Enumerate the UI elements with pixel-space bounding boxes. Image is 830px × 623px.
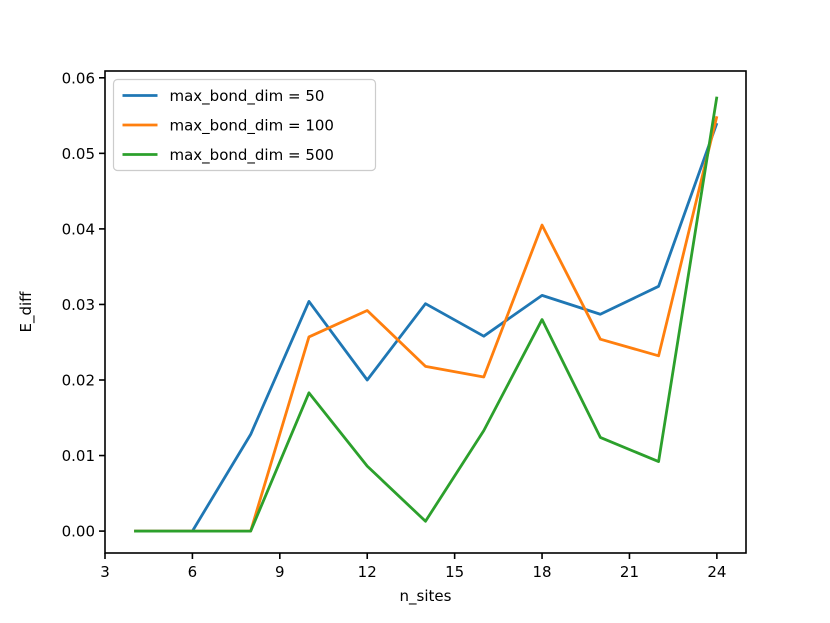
x-tick-label: 3 [100,563,110,581]
x-tick-label: 18 [532,563,551,581]
x-tick-label: 21 [620,563,639,581]
y-tick-label: 0.00 [62,523,95,541]
legend: max_bond_dim = 50 max_bond_dim = 100 max_b… [112,78,377,172]
y-tick-label: 0.01 [62,447,95,465]
y-axis-label: E_diff [17,291,36,333]
y-tick-label: 0.02 [62,371,95,389]
x-tick-label: 15 [445,563,464,581]
legend-item-label: max_bond_dim = 50 [170,87,325,106]
x-tick-label: 6 [188,563,198,581]
x-tick-label: 24 [707,563,726,581]
plot-frame [104,70,747,554]
y-tick-label: 0.06 [62,69,95,87]
plot-series-group [134,96,719,533]
x-tick-label: 9 [275,563,285,581]
legend-item-label: max_bond_dim = 100 [170,117,334,136]
y-tick-label: 0.03 [62,296,95,314]
x-tick-label: 12 [358,563,377,581]
x-axis-label: n_sites [400,587,452,606]
axes-group: 3 6 9 12 15 18 21 24 0.00 0.01 0.02 0.03 0.04 0.05 0.0… [62,69,747,581]
y-tick-label: 0.05 [62,145,95,163]
series-line-max-bond-dim-50 [134,122,719,533]
series-line-max-bond-dim-500 [134,96,719,533]
series-line-max-bond-dim-100 [134,115,719,533]
legend-item: max_bond_dim = 100 [122,117,334,136]
legend-item: max_bond_dim = 500 [122,146,334,165]
y-tick-label: 0.04 [62,220,95,238]
legend-item-label: max_bond_dim = 500 [170,146,334,165]
legend-item: max_bond_dim = 50 [122,87,325,106]
legend-box [112,78,377,172]
